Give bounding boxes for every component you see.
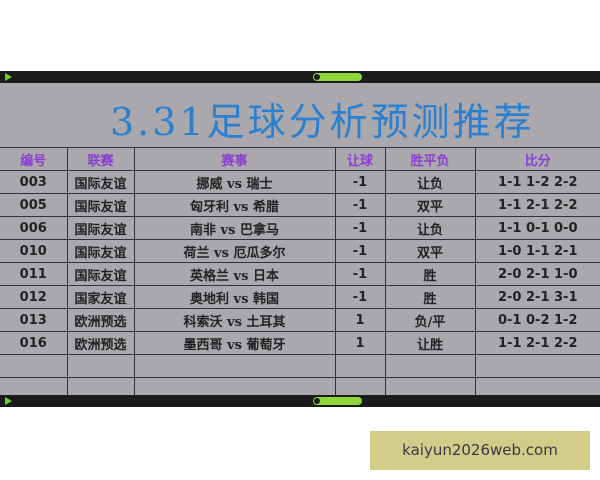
- table-row: 010 国际友谊 荷兰 vs 厄瓜多尔 -1 双平 1-0 1-1 2-1: [0, 239, 600, 263]
- col-header-id: 编号: [0, 147, 68, 171]
- table-row: 013 欧洲预选 科索沃 vs 土耳其 1 负/平 0-1 0-2 1-2: [0, 308, 600, 332]
- header-row: 编号 联赛 赛事 让球 胜平负 比分: [0, 147, 600, 171]
- progress-pill-icon[interactable]: [313, 397, 362, 405]
- cell-match: 墨西哥 vs 葡萄牙: [133, 331, 336, 355]
- cell-handicap: -1: [334, 170, 386, 194]
- cell-match: 英格兰 vs 日本: [133, 262, 336, 286]
- cell-handicap: 1: [334, 331, 386, 355]
- play-icon[interactable]: [5, 397, 12, 405]
- cell-league: 国家友谊: [66, 285, 135, 309]
- col-header-league: 联赛: [66, 147, 135, 171]
- table-row: 005 国际友谊 匈牙利 vs 希腊 -1 双平 1-1 2-1 2-2: [0, 193, 600, 217]
- empty-cell: [0, 354, 68, 378]
- cell-result: 负/平: [384, 308, 476, 332]
- top-player-bar: [0, 71, 600, 83]
- cell-score: 1-0 1-1 2-1: [474, 239, 600, 263]
- cell-match: 奥地利 vs 韩国: [133, 285, 336, 309]
- cell-id: 013: [0, 308, 68, 332]
- spreadsheet: 3.31足球分析预测推荐 编号 联赛 赛事 让球 胜平负 比分 003 国际友谊挪…: [0, 83, 600, 401]
- cell-result: 让胜: [384, 331, 476, 355]
- cell-id: 006: [0, 216, 68, 240]
- play-icon[interactable]: [5, 73, 12, 81]
- cell-handicap: -1: [334, 193, 386, 217]
- cell-league: 国际友谊: [66, 170, 135, 194]
- cell-handicap: -1: [334, 262, 386, 286]
- cell-match: 科索沃 vs 土耳其: [133, 308, 336, 332]
- empty-cell: [66, 354, 135, 378]
- title-row: 3.31足球分析预测推荐: [0, 83, 600, 148]
- col-header-result: 胜平负: [384, 147, 476, 171]
- cell-result: 双平: [384, 239, 476, 263]
- cell-match: 匈牙利 vs 希腊: [133, 193, 336, 217]
- table-row: 016 欧洲预选 墨西哥 vs 葡萄牙 1 让胜 1-1 2-1 2-2: [0, 331, 600, 355]
- page-title: 3.31足球分析预测推荐: [110, 100, 535, 144]
- col-header-handicap: 让球: [334, 147, 386, 171]
- cell-id: 011: [0, 262, 68, 286]
- cell-league: 欧洲预选: [66, 308, 135, 332]
- cell-result: 让负: [384, 216, 476, 240]
- cell-handicap: 1: [334, 308, 386, 332]
- cell-result: 胜: [384, 262, 476, 286]
- col-header-score: 比分: [474, 147, 600, 171]
- cell-id: 016: [0, 331, 68, 355]
- empty-cell: [133, 354, 336, 378]
- cell-result: 让负: [384, 170, 476, 194]
- empty-cell: [474, 354, 600, 378]
- table-row: 003 国际友谊 挪威 vs 瑞士 -1 让负 1-1 1-2 2-2: [0, 170, 600, 194]
- cell-id: 010: [0, 239, 68, 263]
- table-row: 011 国际友谊 英格兰 vs 日本 -1 胜 2-0 2-1 1-0: [0, 262, 600, 286]
- cell-league: 国际友谊: [66, 216, 135, 240]
- cell-result: 胜: [384, 285, 476, 309]
- cell-league: 国际友谊: [66, 239, 135, 263]
- cell-score: 1-1 2-1 2-2: [474, 331, 600, 355]
- cell-match: 南非 vs 巴拿马: [133, 216, 336, 240]
- cell-league: 国际友谊: [66, 193, 135, 217]
- cell-score: 1-1 2-1 2-2: [474, 193, 600, 217]
- empty-cell: [334, 354, 386, 378]
- empty-row: [0, 354, 600, 378]
- cell-id: 012: [0, 285, 68, 309]
- cell-score: 2-0 2-1 3-1: [474, 285, 600, 309]
- cell-score: 0-1 0-2 1-2: [474, 308, 600, 332]
- progress-pill-icon[interactable]: [313, 73, 362, 81]
- cell-match: 荷兰 vs 厄瓜多尔: [133, 239, 336, 263]
- table-row: 006 国际友谊 南非 vs 巴拿马 -1 让负 1-1 0-1 0-0: [0, 216, 600, 240]
- watermark: kaiyun2026web.com: [370, 431, 590, 470]
- cell-id: 003: [0, 170, 68, 194]
- table-row: 012 国家友谊 奥地利 vs 韩国 -1 胜 2-0 2-1 3-1: [0, 285, 600, 309]
- cell-score: 1-1 0-1 0-0: [474, 216, 600, 240]
- cell-score: 1-1 1-2 2-2: [474, 170, 600, 194]
- cell-league: 欧洲预选: [66, 331, 135, 355]
- empty-cell: [384, 354, 476, 378]
- cell-handicap: -1: [334, 216, 386, 240]
- cell-result: 双平: [384, 193, 476, 217]
- cell-id: 005: [0, 193, 68, 217]
- col-header-match: 赛事: [133, 147, 336, 171]
- cell-league: 国际友谊: [66, 262, 135, 286]
- prediction-table: 编号 联赛 赛事 让球 胜平负 比分 003 国际友谊 挪威 vs 瑞士 -1 让负 1-…: [0, 147, 600, 401]
- cell-match: 挪威 vs 瑞士: [133, 170, 336, 194]
- cell-score: 2-0 2-1 1-0: [474, 262, 600, 286]
- bottom-player-bar: [0, 395, 600, 407]
- cell-handicap: -1: [334, 239, 386, 263]
- cell-handicap: -1: [334, 285, 386, 309]
